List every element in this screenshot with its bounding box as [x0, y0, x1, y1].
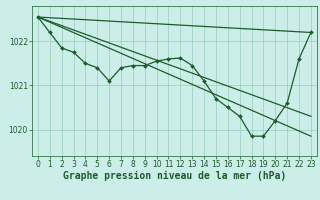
X-axis label: Graphe pression niveau de la mer (hPa): Graphe pression niveau de la mer (hPa) [63, 171, 286, 181]
